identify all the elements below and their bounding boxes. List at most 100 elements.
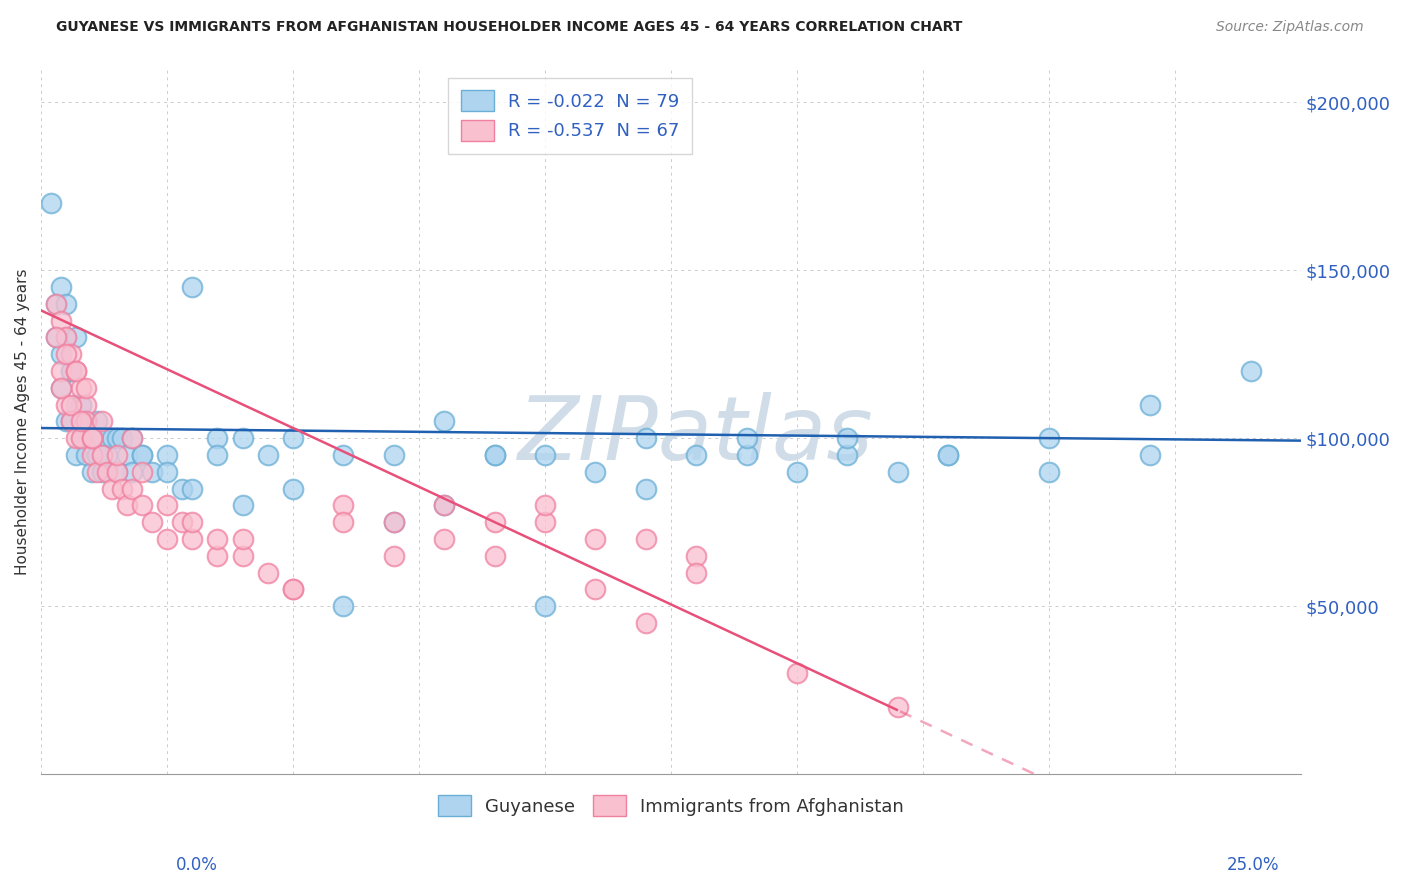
Point — [86, 465, 108, 479]
Point — [332, 599, 354, 614]
Point — [534, 499, 557, 513]
Point — [45, 296, 67, 310]
Text: 0.0%: 0.0% — [176, 855, 218, 873]
Point — [232, 499, 254, 513]
Point — [65, 448, 87, 462]
Point — [60, 398, 83, 412]
Point — [685, 448, 707, 462]
Point — [141, 515, 163, 529]
Point — [634, 615, 657, 630]
Point — [232, 549, 254, 563]
Point — [90, 448, 112, 462]
Point — [382, 515, 405, 529]
Point — [55, 330, 77, 344]
Point — [75, 381, 97, 395]
Point — [105, 431, 128, 445]
Point — [55, 296, 77, 310]
Point — [75, 414, 97, 428]
Point — [96, 465, 118, 479]
Point — [207, 549, 229, 563]
Point — [90, 431, 112, 445]
Point — [281, 431, 304, 445]
Point — [232, 532, 254, 546]
Point — [65, 364, 87, 378]
Point — [86, 448, 108, 462]
Text: GUYANESE VS IMMIGRANTS FROM AFGHANISTAN HOUSEHOLDER INCOME AGES 45 - 64 YEARS CO: GUYANESE VS IMMIGRANTS FROM AFGHANISTAN … — [56, 20, 963, 34]
Point — [65, 330, 87, 344]
Point — [51, 313, 73, 327]
Point — [634, 431, 657, 445]
Point — [156, 465, 179, 479]
Point — [786, 465, 808, 479]
Point — [181, 532, 204, 546]
Point — [121, 431, 143, 445]
Point — [585, 582, 607, 597]
Point — [1038, 431, 1060, 445]
Point — [257, 448, 280, 462]
Point — [121, 431, 143, 445]
Point — [837, 448, 859, 462]
Point — [534, 599, 557, 614]
Point — [257, 566, 280, 580]
Point — [80, 465, 103, 479]
Point — [75, 414, 97, 428]
Point — [55, 414, 77, 428]
Point — [51, 280, 73, 294]
Point — [484, 448, 506, 462]
Point — [90, 465, 112, 479]
Point — [433, 499, 456, 513]
Point — [65, 431, 87, 445]
Point — [96, 448, 118, 462]
Point — [207, 532, 229, 546]
Point — [837, 431, 859, 445]
Point — [534, 515, 557, 529]
Point — [484, 549, 506, 563]
Point — [585, 532, 607, 546]
Point — [534, 448, 557, 462]
Point — [45, 330, 67, 344]
Point — [105, 465, 128, 479]
Point — [60, 414, 83, 428]
Point — [86, 414, 108, 428]
Legend: Guyanese, Immigrants from Afghanistan: Guyanese, Immigrants from Afghanistan — [429, 786, 912, 825]
Point — [172, 482, 194, 496]
Point — [1139, 398, 1161, 412]
Point — [80, 431, 103, 445]
Point — [232, 431, 254, 445]
Point — [65, 398, 87, 412]
Point — [207, 431, 229, 445]
Point — [634, 532, 657, 546]
Point — [80, 431, 103, 445]
Point — [70, 381, 93, 395]
Point — [70, 398, 93, 412]
Point — [1139, 448, 1161, 462]
Point — [936, 448, 959, 462]
Point — [585, 465, 607, 479]
Point — [433, 532, 456, 546]
Point — [51, 347, 73, 361]
Point — [281, 582, 304, 597]
Point — [60, 364, 83, 378]
Point — [382, 515, 405, 529]
Point — [80, 448, 103, 462]
Point — [60, 347, 83, 361]
Point — [75, 398, 97, 412]
Point — [382, 549, 405, 563]
Point — [115, 499, 138, 513]
Point — [131, 448, 153, 462]
Point — [39, 195, 62, 210]
Point — [100, 431, 122, 445]
Point — [80, 431, 103, 445]
Point — [181, 482, 204, 496]
Point — [51, 381, 73, 395]
Point — [433, 414, 456, 428]
Point — [172, 515, 194, 529]
Point — [332, 515, 354, 529]
Point — [156, 532, 179, 546]
Point — [484, 515, 506, 529]
Point — [51, 364, 73, 378]
Point — [105, 465, 128, 479]
Point — [70, 414, 93, 428]
Point — [634, 482, 657, 496]
Point — [65, 364, 87, 378]
